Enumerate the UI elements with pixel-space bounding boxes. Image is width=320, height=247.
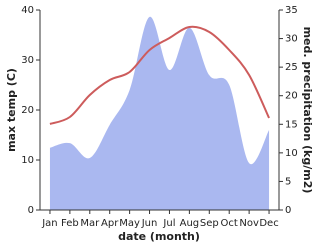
y-axis-label: max temp (C) xyxy=(5,68,18,152)
y-tick-label: 40 xyxy=(21,5,34,16)
x-tick-label: Jul xyxy=(162,218,175,229)
y2-tick-label: 30 xyxy=(285,34,298,45)
x-tick-label: Apr xyxy=(101,218,119,229)
y-tick-label: 20 xyxy=(21,105,34,116)
y2-tick-label: 20 xyxy=(285,91,298,102)
x-tick-label: Jun xyxy=(141,218,158,229)
y-tick-label: 10 xyxy=(21,155,34,166)
y2-tick-label: 15 xyxy=(285,119,298,130)
x-tick-label: Sep xyxy=(200,218,219,229)
x-tick-label: Nov xyxy=(239,218,259,229)
y-tick-label: 30 xyxy=(21,55,34,66)
x-tick-label: Oct xyxy=(221,218,238,229)
x-tick-label: May xyxy=(119,218,140,229)
y2-axis-label: med. precipitation (kg/m2) xyxy=(301,27,314,194)
x-tick-label: Mar xyxy=(80,218,100,229)
y2-tick-label: 5 xyxy=(285,176,291,187)
x-tick-label: Aug xyxy=(180,218,200,229)
y2-tick-label: 0 xyxy=(285,205,291,216)
x-tick-label: Jan xyxy=(41,218,57,229)
x-tick-label: Feb xyxy=(61,218,79,229)
y2-tick-label: 25 xyxy=(285,62,298,73)
y2-tick-label: 35 xyxy=(285,5,298,16)
precipitation-area xyxy=(49,16,270,210)
y-tick-label: 0 xyxy=(28,205,34,216)
y2-tick-label: 10 xyxy=(285,148,298,159)
x-axis-label: date (month) xyxy=(118,230,200,243)
x-tick-label: Dec xyxy=(259,218,278,229)
temp-line xyxy=(49,25,270,125)
